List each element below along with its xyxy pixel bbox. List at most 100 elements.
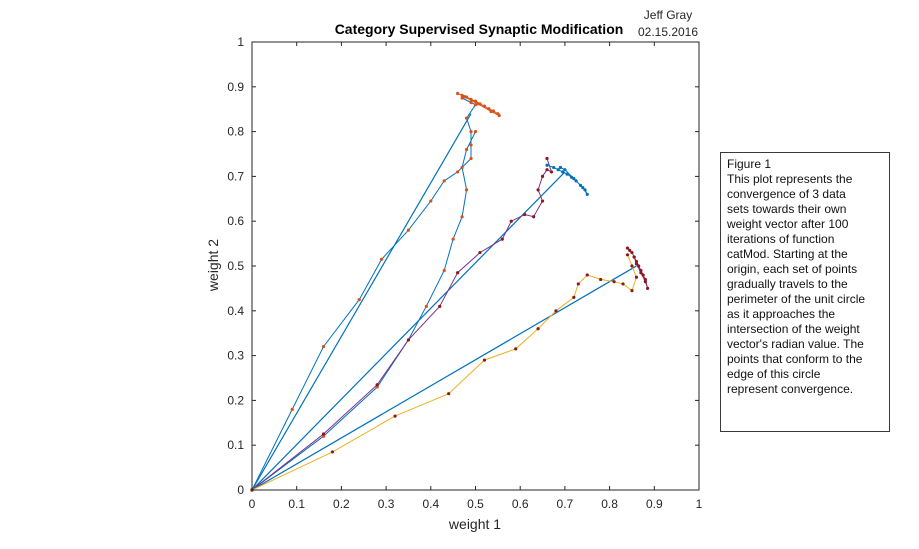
series-4-point: [540, 199, 545, 203]
x-tick-label: 0.6: [512, 497, 529, 511]
series-4-point: [438, 304, 442, 308]
series-2-point: [464, 147, 469, 152]
series-3-point: [487, 107, 491, 111]
series-6-point: [630, 264, 634, 268]
series-2-point: [375, 385, 379, 389]
weight-vector-1: [251, 113, 472, 491]
series-7-point: [641, 273, 645, 277]
annotation-line: origin, each set of points: [727, 262, 858, 276]
series-1-point: [469, 100, 473, 105]
x-tick-label: 1: [696, 497, 703, 511]
series-4-point: [456, 271, 460, 275]
series-4-point: [500, 237, 504, 241]
series-3-point: [462, 95, 466, 99]
series-5-point: [556, 168, 560, 172]
series-7-point: [632, 255, 636, 259]
series-1-point: [469, 156, 473, 161]
y-tick-label: 0.7: [227, 169, 244, 183]
series-6-point: [447, 392, 451, 396]
series-2-point: [460, 165, 464, 170]
annotation-line: points that conform to the: [727, 352, 863, 366]
series-2-point: [460, 215, 464, 219]
series-5-point: [574, 179, 578, 183]
x-tick-label: 0.1: [288, 497, 305, 511]
annotation-line: perimeter of the unit circle: [727, 292, 866, 306]
series-6-point: [599, 277, 603, 282]
series-6-point: [554, 309, 558, 313]
series-1-point: [469, 143, 473, 147]
annotation-line: convergence of 3 data: [727, 187, 846, 201]
series-1-line: [251, 97, 477, 491]
series-5-point: [561, 170, 565, 174]
series-2-point: [424, 304, 428, 308]
y-tick-label: 0.2: [227, 393, 244, 407]
series-2-line: [251, 131, 476, 491]
annotation-line: intersection of the weight: [727, 322, 860, 336]
series-5-point: [578, 183, 583, 187]
series-4-point: [375, 383, 379, 387]
x-tick-label: 0.3: [378, 497, 395, 511]
series-7-point: [637, 264, 641, 268]
series-7-point: [628, 248, 632, 252]
series-1-point: [321, 345, 326, 349]
x-tick-label: 0.8: [601, 497, 618, 511]
series-6: [250, 253, 639, 492]
series-7-point: [634, 262, 639, 266]
data-series: [250, 91, 650, 492]
y-tick-label: 0.5: [227, 259, 244, 273]
series-3: [456, 91, 501, 118]
series-1-point: [357, 298, 361, 302]
series-4-point: [545, 156, 549, 161]
series-2-point: [442, 268, 446, 273]
series-6-point: [482, 358, 487, 362]
series-1-point: [290, 407, 294, 411]
series-5-point: [552, 165, 556, 170]
y-tick-label: 0.3: [227, 349, 244, 363]
series-6-point: [514, 347, 518, 351]
series-2-point: [473, 130, 478, 134]
series-5-point: [545, 163, 549, 167]
series-3-point: [456, 91, 460, 96]
series-6-point: [621, 282, 625, 286]
series-7-point: [625, 246, 630, 250]
series-1-point: [469, 130, 473, 134]
series-4-point: [549, 170, 554, 174]
series-7-point: [634, 259, 639, 264]
series-2-point: [321, 434, 326, 438]
series-5-point: [572, 177, 576, 181]
series-6-point: [393, 414, 397, 418]
series-2-point: [451, 237, 455, 241]
plot-area: [252, 42, 699, 490]
x-tick-label: 0.7: [557, 497, 574, 511]
weight-vector-3: [251, 265, 637, 491]
x-tick-label: 0.2: [333, 497, 350, 511]
series-6-point: [572, 295, 576, 299]
series-5-point: [563, 168, 567, 172]
annotation-line: gradually travels to the: [727, 277, 848, 291]
weight-vectors: [251, 113, 637, 491]
series-4-point: [532, 215, 536, 219]
series-3-point: [482, 104, 487, 108]
axes: 0 0.1 0.2 0.3 0.4 0.5 0.6 0.7 0.8 0.9 1 0 0.1 0.2 0.3 0…: [227, 35, 702, 511]
annotation-line: represent convergence.: [727, 382, 854, 396]
x-tick-label: 0.4: [422, 497, 439, 511]
series-3-point: [469, 97, 473, 101]
x-axis-label: weight 1: [448, 516, 501, 532]
annotation-line: catMod. Starting at the: [727, 247, 848, 261]
series-5-point: [585, 192, 589, 196]
annotation-line: vector's radian value. The: [727, 337, 864, 351]
y-axis-label: weight 2: [205, 239, 221, 292]
series-4: [250, 156, 554, 492]
weight-vector-2: [251, 171, 566, 491]
series-6-point: [576, 282, 580, 286]
series-7-point: [639, 268, 643, 273]
series-6-point: [536, 327, 540, 331]
plot-background: [252, 42, 699, 490]
series-2-point: [464, 188, 469, 192]
series-6-point: [634, 275, 639, 279]
y-tick-label: 0.6: [227, 214, 244, 228]
annotation-box: Figure 1 This plot represents the converge…: [720, 152, 890, 432]
series-3-point: [497, 113, 501, 118]
annotation-line: edge of this circle: [727, 367, 821, 381]
